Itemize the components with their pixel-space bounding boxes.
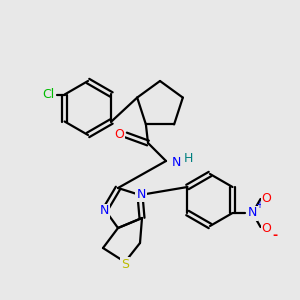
Text: O: O <box>262 191 272 205</box>
Text: N: N <box>171 157 181 169</box>
Text: S: S <box>121 257 129 271</box>
Text: N: N <box>136 188 146 200</box>
Text: O: O <box>262 221 272 235</box>
Text: N: N <box>99 205 109 218</box>
Text: Cl: Cl <box>43 88 55 101</box>
Text: N: N <box>248 206 257 220</box>
Text: O: O <box>114 128 124 142</box>
Text: H: H <box>183 152 193 166</box>
Text: +: + <box>256 200 263 210</box>
Text: -: - <box>272 229 277 242</box>
